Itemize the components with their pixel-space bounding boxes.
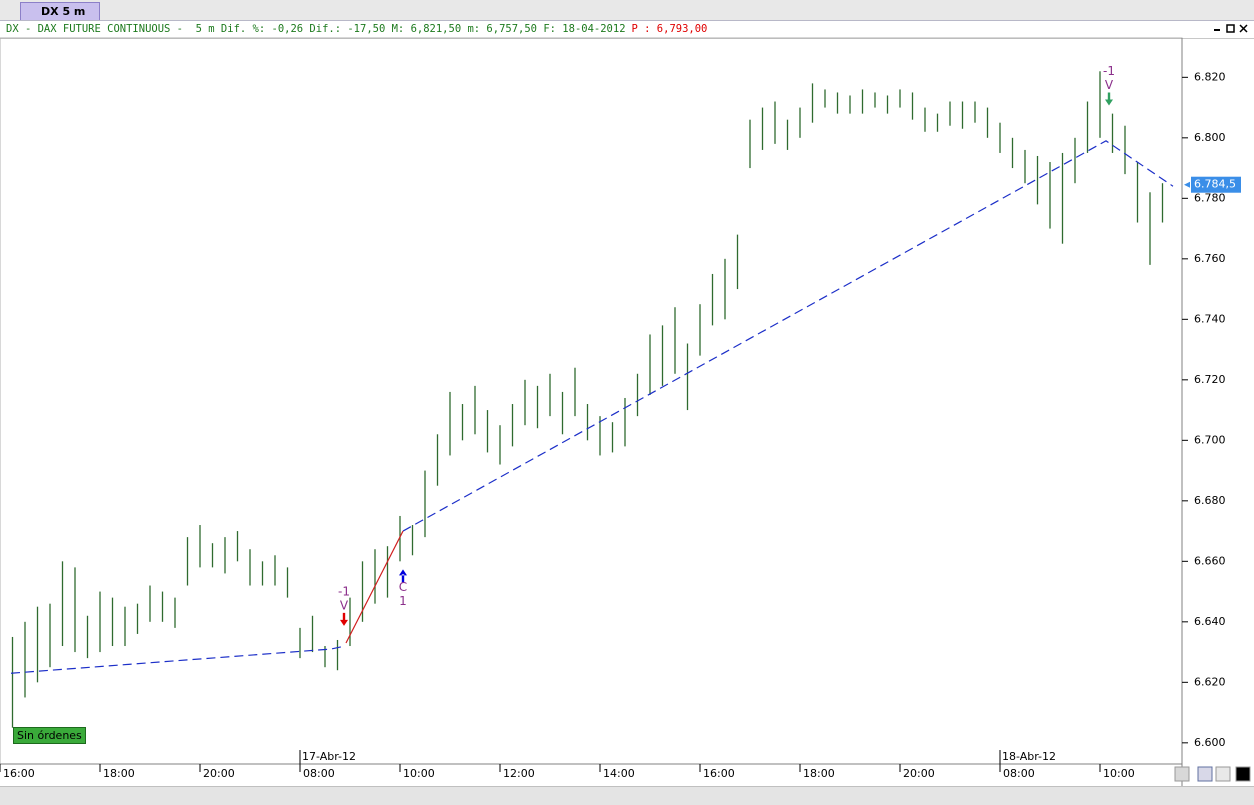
trend-line (10, 645, 346, 674)
signal-label: C (399, 580, 407, 594)
x-tick-label: 10:00 (1103, 767, 1135, 780)
order-status[interactable]: Sin órdenes (13, 727, 86, 744)
y-tick-label: 6.680 (1194, 494, 1226, 507)
signal-label: -1 (338, 584, 350, 598)
scrollbar[interactable] (0, 786, 1254, 805)
date-label: 18-Abr-12 (1002, 750, 1056, 763)
chart-tab[interactable]: DX 5 m (20, 2, 100, 20)
x-tick-label: 18:00 (803, 767, 835, 780)
last-price-pointer (1184, 181, 1190, 188)
signal-arrow (340, 612, 348, 626)
y-tick-label: 6.760 (1194, 252, 1226, 265)
x-tick-label: 08:00 (1003, 767, 1035, 780)
signal-arrow (1105, 92, 1113, 106)
quote-price: P : 6,793,00 (631, 23, 708, 35)
plot-frame (0, 37, 1183, 765)
y-tick-label: 6.600 (1194, 736, 1226, 749)
x-tick-label: 12:00 (503, 767, 535, 780)
x-tick-label: 18:00 (103, 767, 135, 780)
x-tick-label: 14:00 (603, 767, 635, 780)
x-tick-label: 20:00 (203, 767, 235, 780)
y-tick-label: 6.800 (1194, 131, 1226, 144)
y-tick-label: 6.820 (1194, 70, 1226, 83)
y-tick-label: 6.700 (1194, 433, 1226, 446)
date-label: 17-Abr-12 (302, 750, 356, 763)
quote-header: DX - DAX FUTURE CONTINUOUS - 5 m Dif. %:… (0, 21, 1254, 39)
x-tick-label: 16:00 (3, 767, 35, 780)
x-tick-label: 20:00 (903, 767, 935, 780)
y-tick-label: 6.720 (1194, 373, 1226, 386)
y-tick-label: 6.780 (1194, 191, 1226, 204)
y-tick-label: 6.640 (1194, 615, 1226, 628)
toolbar-icons (1174, 766, 1251, 782)
order-status-text: Sin órdenes (17, 729, 82, 742)
y-tick-label: 6.740 (1194, 312, 1226, 325)
trend-line (402, 140, 1174, 532)
last-price-box (1191, 176, 1241, 193)
tab-bar: DX 5 m (0, 0, 1254, 21)
y-tick-label: 6.620 (1194, 675, 1226, 688)
x-tick-label: 10:00 (403, 767, 435, 780)
last-price-label: 6.784,5 (1194, 178, 1236, 191)
signal-label: 1 (399, 594, 407, 608)
signal-arrow (399, 569, 407, 583)
signal-label: V (1105, 78, 1114, 92)
trend-line (345, 530, 404, 644)
quote-info: DX - DAX FUTURE CONTINUOUS - 5 m Dif. %:… (6, 23, 626, 35)
tab-label: DX 5 m (41, 5, 86, 18)
x-tick-label: 16:00 (703, 767, 735, 780)
x-tick-label: 08:00 (303, 767, 335, 780)
signal-label: V (340, 598, 349, 612)
signal-label: -1 (1103, 64, 1115, 78)
y-tick-label: 6.660 (1194, 554, 1226, 567)
